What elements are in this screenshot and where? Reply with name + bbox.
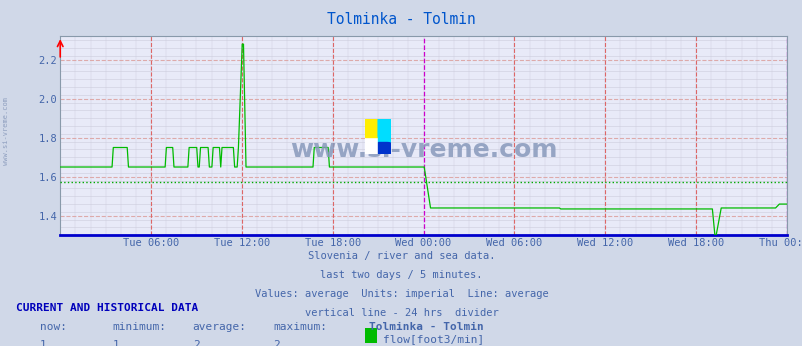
Text: Tolminka - Tolmin: Tolminka - Tolmin — [369, 322, 484, 332]
Text: CURRENT AND HISTORICAL DATA: CURRENT AND HISTORICAL DATA — [16, 303, 198, 313]
Text: www.si-vreme.com: www.si-vreme.com — [290, 138, 557, 162]
Text: flow[foot3/min]: flow[foot3/min] — [383, 334, 484, 344]
Polygon shape — [378, 119, 391, 142]
Text: 1: 1 — [40, 340, 47, 346]
Text: 2: 2 — [273, 340, 279, 346]
Text: now:: now: — [40, 322, 67, 332]
Text: Tolminka - Tolmin: Tolminka - Tolmin — [326, 12, 476, 27]
Text: 1: 1 — [112, 340, 119, 346]
Bar — [365, 119, 378, 137]
Text: average:: average: — [192, 322, 246, 332]
Text: maximum:: maximum: — [273, 322, 326, 332]
Text: Values: average  Units: imperial  Line: average: Values: average Units: imperial Line: av… — [254, 289, 548, 299]
Text: minimum:: minimum: — [112, 322, 166, 332]
Text: vertical line - 24 hrs  divider: vertical line - 24 hrs divider — [304, 308, 498, 318]
Bar — [378, 119, 391, 142]
Text: last two days / 5 minutes.: last two days / 5 minutes. — [320, 270, 482, 280]
Text: Slovenia / river and sea data.: Slovenia / river and sea data. — [307, 251, 495, 261]
Text: www.si-vreme.com: www.si-vreme.com — [3, 98, 10, 165]
Text: 2: 2 — [192, 340, 199, 346]
Polygon shape — [378, 142, 391, 154]
